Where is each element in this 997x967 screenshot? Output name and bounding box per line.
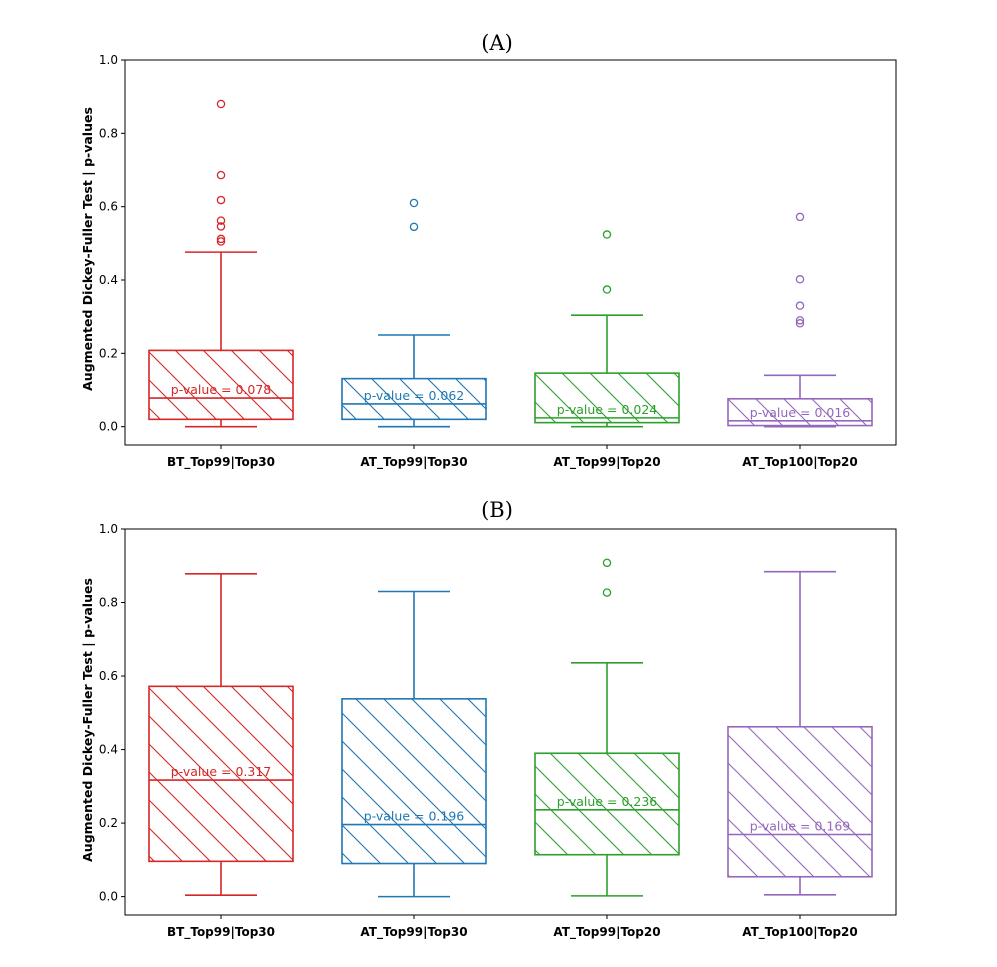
panel-a-title: (A) <box>481 31 513 55</box>
panel-a-y-tick-label: 1.0 <box>99 53 118 67</box>
p-value-label: p-value = 0.317 <box>171 764 271 779</box>
panel-b: (B) Augmented Dickey-Fuller Test | p-val… <box>80 498 897 940</box>
outlier-point <box>795 212 805 222</box>
outlier-point <box>795 316 805 325</box>
panel-b-category-label: BT_Top99|Top30 <box>167 925 275 940</box>
outlier-point <box>216 222 226 231</box>
box-body <box>148 349 294 421</box>
panel-b-box-1: p-value = 0.317 <box>148 573 294 896</box>
outlier-point <box>602 558 612 568</box>
panel-a-box-4: p-value = 0.016 <box>727 212 873 428</box>
panel-b-category-label: AT_Top100|Top20 <box>742 925 858 940</box>
box-body <box>534 752 680 856</box>
panel-b-box-2: p-value = 0.196 <box>341 590 487 898</box>
panel-a-category-label: AT_Top100|Top20 <box>742 455 858 470</box>
panel-b-y-tick-label: 0.8 <box>99 596 118 610</box>
panel-b-title: (B) <box>481 498 513 522</box>
outlier-point <box>602 285 612 294</box>
panel-a-category-label: AT_Top99|Top30 <box>360 455 467 470</box>
panel-b-plot-area: 0.0 0.2 0.4 0.6 0.8 1.0 BT_Top99|Top30 AT_Top99… <box>99 522 897 940</box>
panel-a-box-2: p-value = 0.062 <box>341 198 487 428</box>
panel-a-box-3: p-value = 0.024 <box>534 230 680 428</box>
panel-b-y-axis-label: Augmented Dickey-Fuller Test | p-values <box>80 578 95 862</box>
p-value-label: p-value = 0.169 <box>750 818 851 833</box>
panel-a-y-tick-label: 0.8 <box>99 126 118 140</box>
panel-a: (A) Augmented Dickey-Fuller Test | p-val… <box>80 31 897 470</box>
p-value-label: p-value = 0.024 <box>557 402 658 417</box>
panel-a-category-label: BT_Top99|Top30 <box>167 455 275 470</box>
box-body <box>148 685 294 863</box>
outlier-point <box>409 198 419 208</box>
outlier-point <box>795 301 805 310</box>
box-body <box>534 372 680 424</box>
outlier-point <box>795 275 805 284</box>
outlier-point <box>216 195 226 205</box>
panel-a-y-axis-label: Augmented Dickey-Fuller Test | p-values <box>80 107 95 391</box>
panel-b-axes-frame <box>124 528 897 916</box>
outlier-point <box>216 170 226 180</box>
outlier-point <box>216 99 226 109</box>
box-body <box>727 725 873 878</box>
outlier-point <box>216 237 226 246</box>
p-value-label: p-value = 0.236 <box>557 794 658 809</box>
panel-a-category-label: AT_Top99|Top20 <box>553 455 660 470</box>
outlier-point <box>216 216 226 225</box>
p-value-label: p-value = 0.016 <box>750 405 851 420</box>
panel-a-axes-frame <box>124 59 897 446</box>
panel-a-y-tick-label: 0.4 <box>99 273 118 287</box>
panel-a-y-tick-label: 0.6 <box>99 200 118 214</box>
outlier-point <box>216 234 226 244</box>
panel-a-y-tick-label: 0.0 <box>99 420 118 434</box>
panel-b-y-tick-label: 0.2 <box>99 816 118 830</box>
outlier-point <box>795 319 805 328</box>
panel-b-y-tick-label: 1.0 <box>99 522 118 536</box>
panel-b-category-label: AT_Top99|Top30 <box>360 925 467 940</box>
p-value-label: p-value = 0.078 <box>171 382 272 397</box>
panel-b-category-label: AT_Top99|Top20 <box>553 925 660 940</box>
outlier-point <box>602 588 612 597</box>
box-body <box>341 377 487 421</box>
panel-a-y-tick-label: 0.2 <box>99 346 118 360</box>
panel-a-box-1: p-value = 0.078 <box>148 99 294 428</box>
panel-b-box-4: p-value = 0.169 <box>727 570 873 896</box>
panel-a-plot-area: 0.0 0.2 0.4 0.6 0.8 1.0 BT_Top99|Top30 AT_Top99… <box>99 53 897 470</box>
box-body <box>341 698 487 865</box>
panel-b-y-tick-label: 0.4 <box>99 743 118 757</box>
outlier-point <box>602 230 612 239</box>
panel-b-box-3: p-value = 0.236 <box>534 558 680 897</box>
panel-b-y-tick-label: 0.0 <box>99 890 118 904</box>
p-value-label: p-value = 0.062 <box>364 388 464 403</box>
panel-b-y-tick-label: 0.6 <box>99 669 118 683</box>
outlier-point <box>409 222 419 232</box>
p-value-label: p-value = 0.196 <box>364 809 465 824</box>
